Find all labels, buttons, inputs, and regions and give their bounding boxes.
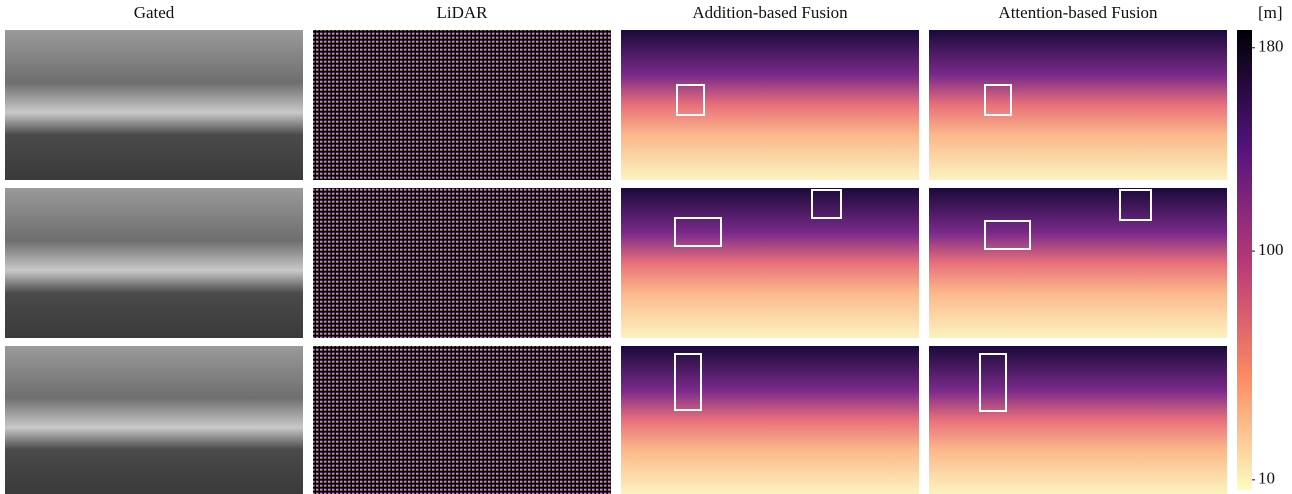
colorbar-tick-label: 100 [1258, 240, 1284, 259]
image-panel [313, 188, 611, 338]
colorbar [1237, 30, 1252, 490]
image-panel [621, 188, 919, 338]
image-panel [5, 188, 303, 338]
image-panel [621, 346, 919, 494]
figure: [m] Gated LiDAR Addition-based Fusion Atten… [0, 0, 1292, 494]
image-panel [929, 188, 1227, 338]
image-panel [929, 30, 1227, 180]
column-header: LiDAR [437, 3, 489, 22]
column-header: Gated [134, 3, 175, 22]
colorbar-tick-label: 180 [1258, 37, 1284, 56]
colorbar-tick-label: 10 [1258, 469, 1275, 488]
image-panel [621, 30, 919, 180]
column-header: Addition-based Fusion [692, 3, 848, 22]
image-panel [313, 30, 611, 180]
image-panel [313, 346, 611, 494]
column-header: Attention-based Fusion [998, 3, 1158, 22]
image-panel [5, 30, 303, 180]
image-panel [929, 346, 1227, 494]
image-grid [5, 30, 1227, 494]
colorbar-unit: [m] [1258, 3, 1283, 22]
image-panel [5, 346, 303, 494]
